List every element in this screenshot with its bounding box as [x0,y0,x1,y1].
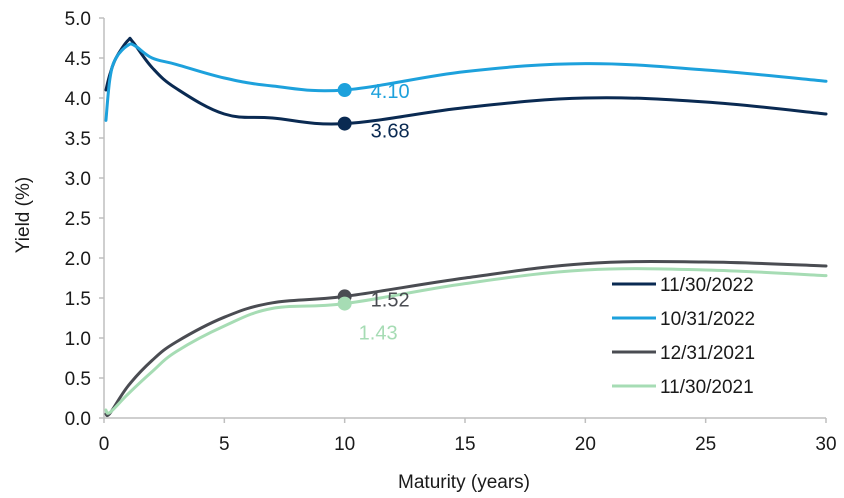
legend: 11/30/2022 10/31/2022 12/31/2021 11/30/2021 [612,275,755,398]
series-line-2 [104,42,828,122]
series-marker-4 [337,296,352,311]
legend-label-3: 12/31/2021 [660,343,755,364]
axes: 0 5 10 15 20 25 30 0.0 0.5 1.0 1.5 2.0 2.5 3.0 3.5 4.0 4… [65,9,837,455]
y-tick-label: 0.0 [65,409,91,430]
x-axis-title: Maturity (years) [398,472,530,493]
y-tick-label: 4.5 [65,49,91,70]
x-tick-label: 30 [815,434,836,455]
y-tick-label: 1.0 [65,329,91,350]
legend-label-1: 11/30/2022 [660,275,754,296]
y-tick-label: 3.5 [65,129,91,150]
y-tick-label: 1.5 [65,289,91,310]
legend-label-4: 11/30/2021 [660,377,754,398]
series-marker-2 [337,83,352,97]
y-tick-label: 2.0 [65,249,91,270]
y-tick-label: 5.0 [65,9,91,30]
series-line-4 [104,267,828,415]
x-tick-label: 15 [454,434,475,455]
series-line-1 [104,36,828,126]
x-tick-label: 0 [99,434,110,455]
series-marker-1 [337,116,352,131]
x-tick-label: 25 [695,434,716,455]
legend-label-2: 10/31/2022 [660,309,755,330]
y-axis-title: Yield (%) [13,177,34,253]
y-tick-label: 4.0 [65,89,91,110]
y-tick-label: 2.5 [65,209,91,230]
data-labels: 3.68 4.10 1.52 1.43 [337,81,410,345]
x-tick-label: 20 [575,434,596,455]
y-tick-label: 0.5 [65,369,91,390]
data-label-1: 3.68 [371,121,410,143]
series-layer [104,36,828,418]
x-tick-label: 10 [334,434,355,455]
x-tick-label: 5 [219,434,230,455]
data-label-3: 1.52 [371,289,410,311]
series-line-3 [104,260,828,418]
data-label-2: 4.10 [371,81,410,103]
y-tick-label: 3.0 [65,169,91,190]
data-label-4: 1.43 [359,323,398,345]
